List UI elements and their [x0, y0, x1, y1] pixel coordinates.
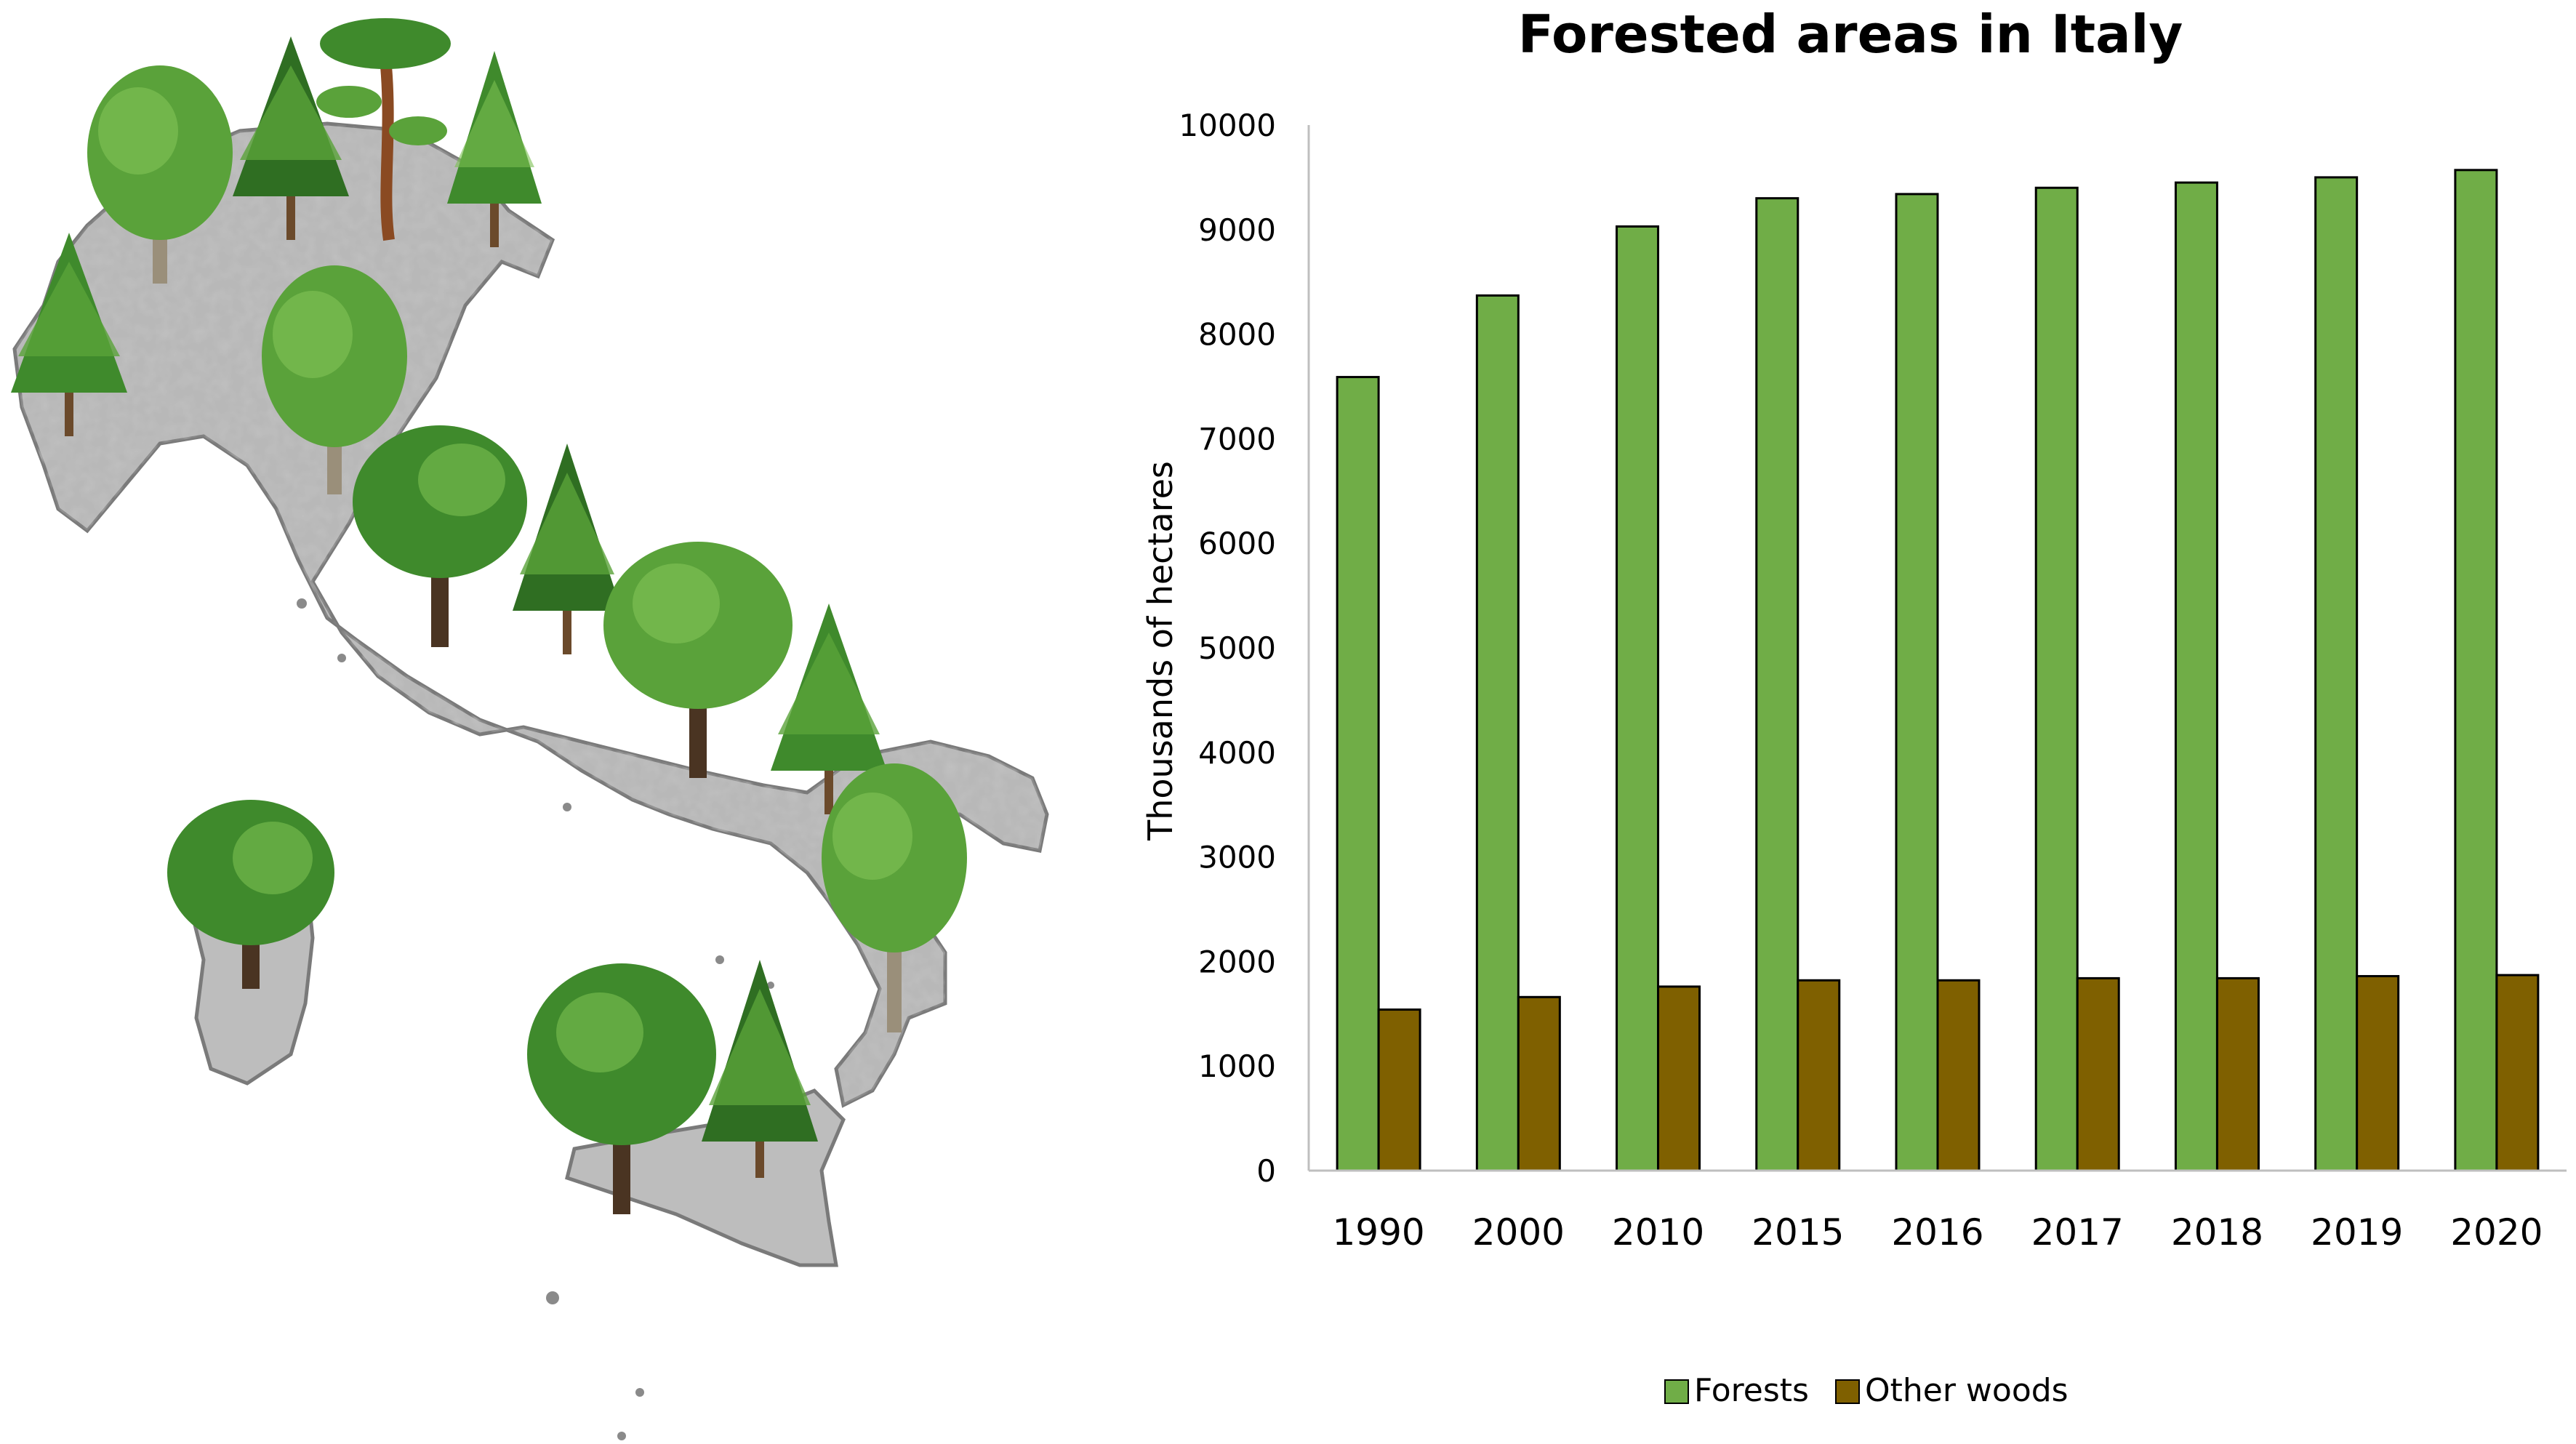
- bars: [1336, 169, 2540, 1172]
- y-tick-label: 7000: [1198, 421, 1276, 457]
- broadleaf-tree-icon: [822, 763, 967, 1032]
- y-axis-label: Thousands of hectares: [1141, 461, 1180, 841]
- x-tick-label: 2018: [2171, 1211, 2263, 1254]
- y-tick-label: 10000: [1179, 108, 1276, 143]
- trees: [11, 18, 967, 1214]
- bar-forests-2015: [1755, 197, 1799, 1172]
- y-axis-ticks: 0 1000 2000 3000 4000 5000 6000 7000 8000 9000 100…: [1179, 108, 1276, 1189]
- x-tick-label: 2000: [1472, 1211, 1565, 1254]
- x-tick-label: 1990: [1332, 1211, 1424, 1254]
- x-axis-ticks: 1990 2000 2010 2015 2016 2017 2018 2019 2020: [1332, 1211, 2543, 1254]
- broadleaf-tree-icon: [87, 65, 233, 284]
- broadleaf-tree-icon: [167, 800, 334, 989]
- bar-forests-2017: [2034, 186, 2079, 1172]
- bar-forests-2000: [1475, 294, 1520, 1172]
- bar-other-woods-2000: [1517, 995, 1561, 1172]
- conifer-tree-icon: [513, 444, 622, 654]
- conifer-tree-icon: [447, 51, 542, 247]
- bar-other-woods-2016: [1936, 979, 1981, 1172]
- small-islands: [297, 598, 774, 1440]
- bar-forests-2019: [2314, 176, 2359, 1172]
- bar-other-woods-1990: [1377, 1008, 1421, 1172]
- y-tick-label: 1000: [1198, 1048, 1276, 1084]
- bar-other-woods-2010: [1657, 985, 1701, 1172]
- y-tick-label: 2000: [1198, 944, 1276, 979]
- conifer-tree-icon: [702, 960, 818, 1178]
- y-tick-label: 9000: [1198, 212, 1276, 248]
- bar-forests-2018: [2174, 181, 2218, 1172]
- bar-forests-2016: [1895, 193, 1939, 1172]
- y-tick-label: 3000: [1198, 840, 1276, 875]
- bar-chart: Forested areas in Italy Thousands of hec…: [1141, 4, 2567, 1409]
- conifer-tree-icon: [233, 36, 349, 240]
- y-tick-label: 6000: [1198, 526, 1276, 561]
- legend-swatch: [1835, 1379, 1860, 1404]
- bar-other-woods-2020: [2495, 974, 2540, 1172]
- chart-title: Forested areas in Italy: [1518, 4, 2183, 65]
- bar-other-woods-2019: [2356, 975, 2400, 1172]
- bar-forests-2010: [1616, 225, 1660, 1172]
- legend-swatch: [1664, 1379, 1689, 1404]
- bar-other-woods-2017: [2076, 976, 2120, 1172]
- italy-map-illustration: [11, 18, 1049, 1440]
- legend-label: Other woods: [1865, 1372, 2069, 1409]
- bar-forests-1990: [1336, 376, 1380, 1172]
- conifer-tree-icon: [11, 233, 127, 436]
- x-tick-label: 2015: [1752, 1211, 1844, 1254]
- x-tick-label: 2017: [2031, 1211, 2124, 1254]
- broadleaf-tree-icon: [353, 425, 527, 647]
- x-tick-label: 2020: [2450, 1211, 2543, 1254]
- broadleaf-tree-icon: [527, 963, 716, 1214]
- y-tick-label: 0: [1256, 1153, 1276, 1189]
- legend-label: Forests: [1694, 1372, 1809, 1409]
- chart-legend: Forests Other woods: [1664, 1372, 2069, 1409]
- conifer-tree-icon: [771, 603, 887, 814]
- y-tick-label: 5000: [1198, 630, 1276, 666]
- x-tick-label: 2016: [1891, 1211, 1983, 1254]
- y-tick-label: 8000: [1198, 317, 1276, 353]
- umbrella-pine-icon: [316, 18, 451, 241]
- broadleaf-tree-icon: [262, 265, 407, 494]
- broadleaf-tree-icon: [603, 542, 793, 778]
- x-tick-label: 2019: [2311, 1211, 2403, 1254]
- bar-forests-2020: [2454, 169, 2498, 1172]
- bar-other-woods-2018: [2215, 976, 2260, 1172]
- bar-other-woods-2015: [1797, 979, 1841, 1172]
- x-tick-label: 2010: [1612, 1211, 1704, 1254]
- y-tick-label: 4000: [1198, 735, 1276, 771]
